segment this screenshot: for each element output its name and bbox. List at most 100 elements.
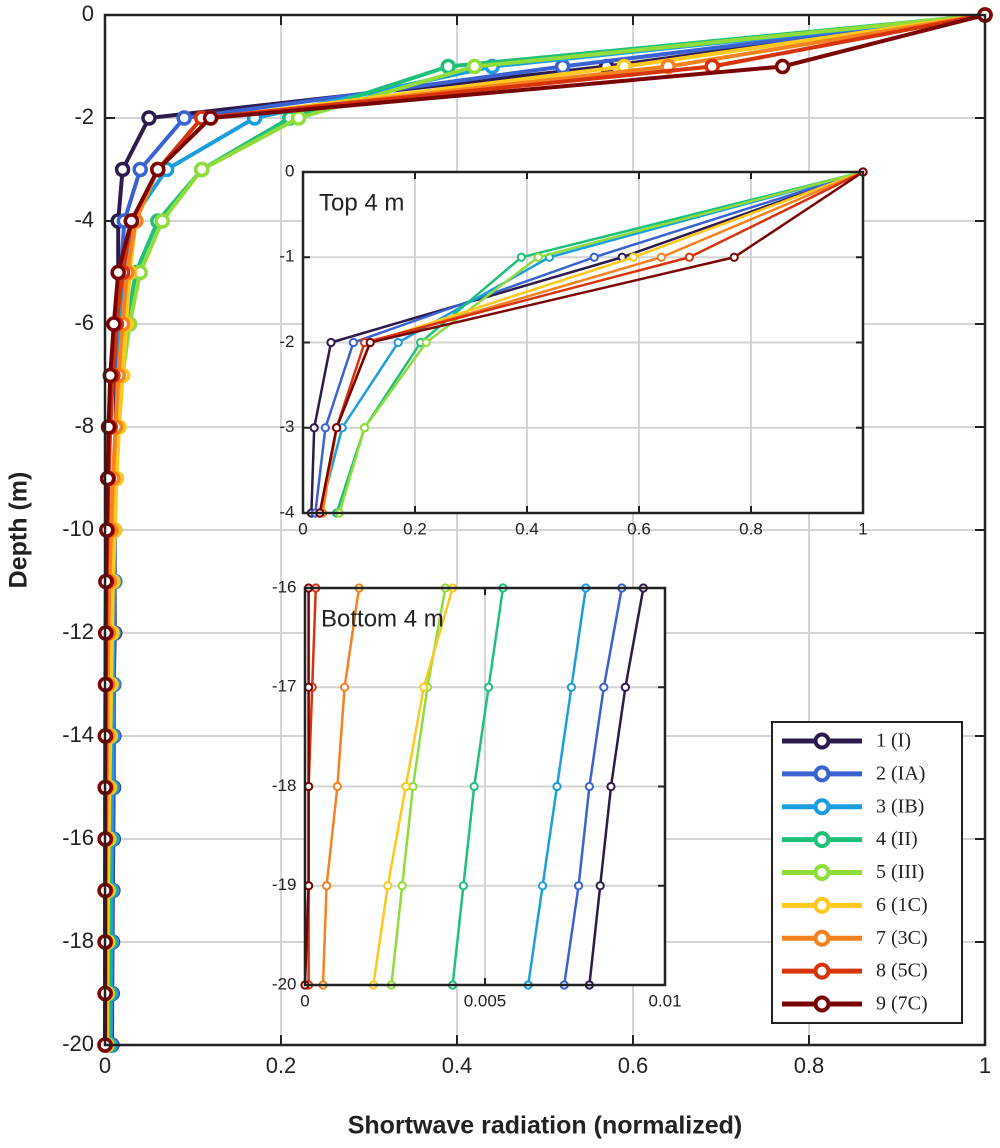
y-tick-label: -20 xyxy=(272,974,297,993)
data-point xyxy=(566,682,577,692)
y-tick-label: -14 xyxy=(62,722,94,747)
legend-label: 4 (II) xyxy=(876,828,918,850)
x-tick-label: 0.4 xyxy=(515,519,539,538)
data-point xyxy=(194,161,210,178)
data-point xyxy=(554,58,571,75)
x-tick-label: 0 xyxy=(300,991,309,1010)
x-tick-label: 0.8 xyxy=(739,519,763,538)
data-point xyxy=(774,58,791,75)
y-tick-label: -10 xyxy=(62,516,94,541)
data-point xyxy=(393,337,403,348)
y-tick-label: -16 xyxy=(62,825,94,850)
y-tick-label: -18 xyxy=(62,928,94,953)
data-point xyxy=(538,881,548,891)
data-point xyxy=(484,682,494,692)
legend-marker xyxy=(813,864,831,881)
data-point xyxy=(533,252,543,262)
data-point xyxy=(99,470,116,487)
y-tick-label: -12 xyxy=(62,619,94,644)
legend-label: 9 (7C) xyxy=(876,993,928,1015)
data-point xyxy=(628,252,639,262)
y-tick-label: -8 xyxy=(74,413,94,438)
y-tick-label: -4 xyxy=(74,207,94,232)
data-point xyxy=(332,423,342,433)
data-point xyxy=(458,881,468,891)
y-tick-label: -4 xyxy=(279,502,294,521)
legend-label: 5 (III) xyxy=(876,861,924,883)
data-point xyxy=(599,682,609,692)
legend-label: 2 (IA) xyxy=(876,762,925,784)
data-point xyxy=(440,58,456,75)
plot-frame xyxy=(303,586,667,987)
data-point xyxy=(332,781,342,792)
legend-marker xyxy=(813,995,831,1013)
x-tick-label: 0.2 xyxy=(403,519,427,538)
legend-marker xyxy=(813,962,831,980)
data-point xyxy=(606,781,616,792)
data-point xyxy=(154,213,170,229)
x-tick-label: 0.6 xyxy=(618,1053,649,1078)
data-point xyxy=(466,58,483,75)
inset-title: Bottom 4 m xyxy=(321,605,444,632)
y-tick-label: -2 xyxy=(74,104,94,129)
legend-label: 7 (3C) xyxy=(876,927,928,949)
legend-marker xyxy=(813,896,831,914)
data-point xyxy=(176,110,192,126)
data-point xyxy=(348,337,358,348)
data-point xyxy=(110,264,126,281)
inset-title: Top 4 m xyxy=(319,189,404,216)
data-point xyxy=(401,781,411,792)
data-point xyxy=(326,337,336,348)
x-tick-label: 0 xyxy=(298,519,307,538)
x-tick-label: 1 xyxy=(858,519,867,538)
data-point xyxy=(383,881,393,891)
legend-label: 8 (5C) xyxy=(876,960,928,982)
y-tick-label: -3 xyxy=(279,417,294,436)
y-tick-label: -2 xyxy=(279,332,294,351)
y-tick-label: 0 xyxy=(82,1,94,26)
x-tick-label: 0.005 xyxy=(464,991,507,1010)
legend-marker xyxy=(813,732,831,750)
data-point xyxy=(150,161,166,178)
legend-label: 6 (1C) xyxy=(876,894,928,916)
legend-marker xyxy=(813,765,831,783)
y-tick-label: -17 xyxy=(272,677,297,696)
data-point xyxy=(408,781,418,792)
y-tick-label: -16 xyxy=(272,577,297,596)
y-tick-label: -1 xyxy=(279,247,294,266)
data-point xyxy=(106,316,122,332)
data-point xyxy=(589,252,599,262)
data-point xyxy=(574,881,584,891)
y-tick-label: -6 xyxy=(74,310,94,335)
data-point xyxy=(584,781,595,792)
data-point xyxy=(202,110,219,126)
y-tick-label: -18 xyxy=(272,776,297,795)
data-point xyxy=(322,881,332,891)
data-point xyxy=(141,110,157,126)
x-tick-label: 0 xyxy=(99,1053,111,1078)
x-tick-label: 0.8 xyxy=(794,1053,825,1078)
x-axis-label: Shortwave radiation (normalized) xyxy=(348,1112,743,1140)
x-tick-label: 0.01 xyxy=(648,991,681,1010)
data-point xyxy=(419,682,429,692)
x-tick-label: 0.4 xyxy=(442,1053,473,1078)
legend-marker xyxy=(813,798,831,816)
data-point xyxy=(114,161,131,178)
legend-marker xyxy=(813,929,831,947)
y-tick-label: 0 xyxy=(285,161,294,180)
data-point xyxy=(729,252,739,262)
data-point xyxy=(309,423,319,433)
y-tick-label: -19 xyxy=(272,875,297,894)
data-point xyxy=(421,337,431,348)
legend-label: 3 (IB) xyxy=(876,795,924,817)
data-point xyxy=(340,682,350,692)
y-tick-label: -20 xyxy=(62,1031,94,1056)
data-point xyxy=(360,423,370,433)
data-point xyxy=(552,781,562,792)
x-tick-label: 1 xyxy=(979,1053,991,1078)
data-point xyxy=(132,161,148,178)
data-point xyxy=(656,252,667,262)
data-point xyxy=(365,337,375,348)
